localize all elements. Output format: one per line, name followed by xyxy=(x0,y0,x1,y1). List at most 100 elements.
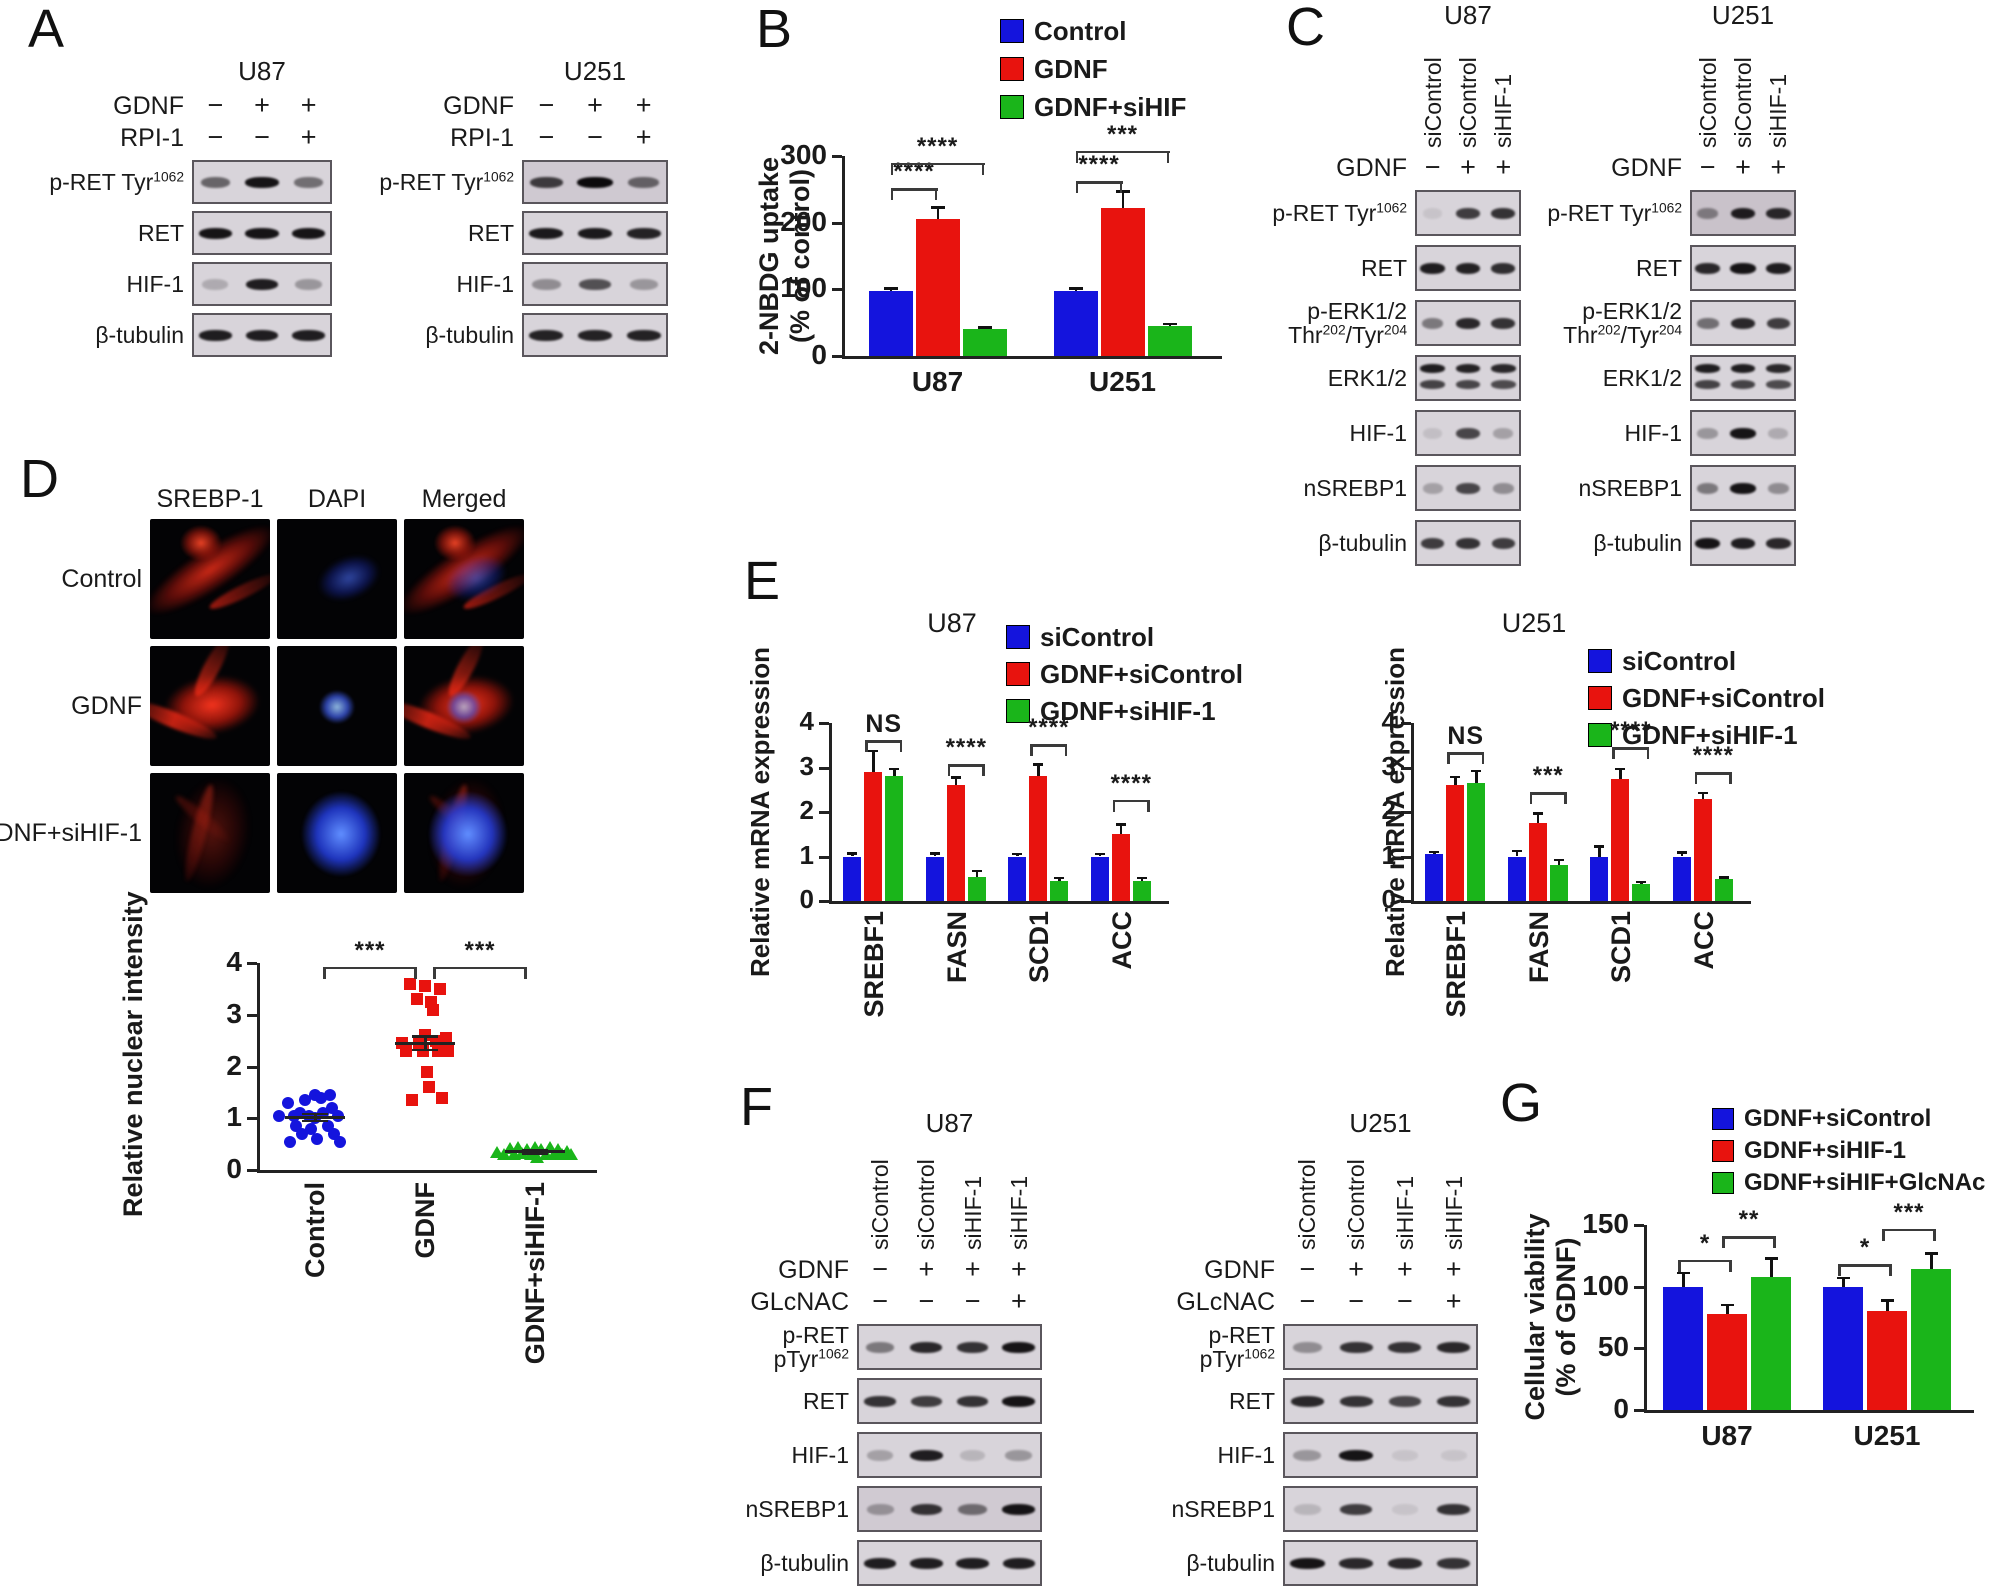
error-bar xyxy=(893,767,896,777)
blot-box xyxy=(192,313,332,357)
blot-band xyxy=(1697,427,1718,439)
lane-label: siControl xyxy=(1343,1159,1370,1250)
blot-band xyxy=(1491,364,1516,374)
x-category-label: ACC xyxy=(1688,911,1719,970)
legend-item: GDNF+siHIF xyxy=(1000,92,1186,122)
panel-b-letter: B xyxy=(756,0,793,59)
x-category-label: U87 xyxy=(911,366,964,397)
blot-band xyxy=(245,176,279,188)
blot-row: HIF-1 xyxy=(729,1432,1042,1478)
point-Control xyxy=(281,1096,294,1109)
bar-GDNF+siHIF-1-SCD1 xyxy=(1050,880,1069,901)
legend-item: GDNF+siControl xyxy=(1006,659,1243,689)
y-tick-label: 2 xyxy=(226,1049,242,1081)
point-Control xyxy=(311,1132,324,1145)
bar-GDNF+siControl-SCD1 xyxy=(1611,778,1630,901)
blot-band xyxy=(910,1341,943,1353)
blot-row: p-RET Tyr1062 xyxy=(1272,190,1521,236)
sem-line xyxy=(424,1036,427,1050)
blot-band xyxy=(1491,537,1516,549)
blot-row: p-RET pTyr1062 xyxy=(729,1323,1042,1371)
error-bar xyxy=(1475,769,1478,784)
sig-label: *** xyxy=(1893,1198,1925,1226)
blot-band xyxy=(1767,482,1789,494)
blot-band xyxy=(1423,207,1443,219)
blot-band xyxy=(1697,207,1719,219)
error-bar xyxy=(1680,851,1684,857)
blot-row-label: RET xyxy=(138,219,184,246)
sem-cap xyxy=(412,1035,438,1038)
blot-box xyxy=(1415,410,1521,456)
y-tick-label: 200 xyxy=(780,205,827,237)
if-col-header: DAPI xyxy=(307,485,367,513)
blot-box xyxy=(1690,410,1796,456)
blot-box xyxy=(522,313,668,357)
blot-row: HIF-1 xyxy=(364,262,668,306)
sig-bracket xyxy=(1030,744,1068,747)
blot-row-label: ERK1/2 xyxy=(1327,364,1407,391)
sig-label: **** xyxy=(1110,769,1152,797)
lane-label: siHIF-1 xyxy=(1440,1175,1467,1250)
sig-tick xyxy=(890,162,894,175)
sem-cap xyxy=(522,1149,548,1152)
legend-item: GDNF+siHIF-1 xyxy=(1006,696,1216,726)
sig-tick xyxy=(1147,799,1150,812)
error-cap xyxy=(1532,812,1543,815)
error-bar xyxy=(1930,1252,1933,1270)
sig-tick xyxy=(1722,1236,1725,1249)
y-tick-label: 1 xyxy=(799,839,814,870)
sig-bracket xyxy=(890,188,938,191)
y-tick-label: 100 xyxy=(780,272,827,304)
legend-item: GDNF+siHIF-1 xyxy=(1588,720,1798,750)
bar-GDNF+siHIF-1-SREBF1 xyxy=(885,776,904,901)
y-tick xyxy=(819,900,829,903)
error-bar xyxy=(954,776,958,786)
treatment-sign: + xyxy=(635,122,652,152)
blot-row-label: HIF-1 xyxy=(456,270,515,297)
blot-row-label: β-tubulin xyxy=(425,321,514,348)
treatment-row: GDNF − + + xyxy=(34,90,332,122)
blot-box xyxy=(1283,1540,1478,1586)
blot-row: β-tubulin xyxy=(1272,520,1521,566)
y-tick xyxy=(1634,1285,1644,1289)
point-GDNF xyxy=(400,1044,413,1057)
error-bar xyxy=(936,206,939,220)
cell-line-title: U251 xyxy=(1711,0,1775,30)
blot-box xyxy=(1283,1324,1478,1370)
blot-box xyxy=(1690,190,1796,236)
y-tick-label: 300 xyxy=(780,139,827,170)
legend-swatch xyxy=(1006,662,1030,686)
blot-row: β-tubulin xyxy=(1155,1540,1478,1586)
legend-label: GDNF+siHIF xyxy=(1034,91,1187,122)
lane-label: siHIF-1 xyxy=(1490,73,1517,148)
blot-band xyxy=(1290,1557,1325,1569)
blot-band xyxy=(1766,364,1791,374)
blot-row: p-ERK1/2 Thr202/Tyr204 xyxy=(1272,299,1521,347)
bar-GDNF+siHIF-1-FASN xyxy=(967,876,986,901)
sig-tick xyxy=(1729,771,1732,784)
blot-row-label: nSREBP1 xyxy=(1303,474,1407,501)
blot-row-label: p-RET Tyr1062 xyxy=(379,168,514,195)
blot-band xyxy=(200,176,230,188)
x-category-label: SREBF1 xyxy=(859,911,890,1018)
treatment-sign: − xyxy=(538,122,555,152)
error-bar xyxy=(1454,775,1457,786)
treatment-sign: − xyxy=(1699,152,1716,182)
bar-siControl-SREBF1 xyxy=(843,856,862,901)
blot-box xyxy=(1415,355,1521,401)
blot-band xyxy=(1388,1341,1422,1353)
bar-siControl-SCD1 xyxy=(1008,856,1027,901)
x-category-label: SREBF1 xyxy=(1441,911,1472,1018)
treatment-sign: + xyxy=(1348,1254,1365,1284)
error-cap xyxy=(1615,767,1626,770)
sig-tick xyxy=(934,188,938,200)
blot-band xyxy=(1730,317,1756,329)
bar-GDNF+siHIF-1-SCD1 xyxy=(1632,884,1651,901)
sig-label: ** xyxy=(1738,1206,1760,1234)
treatment-name: GDNF xyxy=(1336,154,1407,182)
blot-band xyxy=(1766,207,1791,219)
treatment-sign: − xyxy=(1396,1286,1413,1316)
legend-swatch xyxy=(1000,57,1024,81)
legend-swatch xyxy=(1006,625,1030,649)
blot-band xyxy=(1437,1557,1471,1569)
